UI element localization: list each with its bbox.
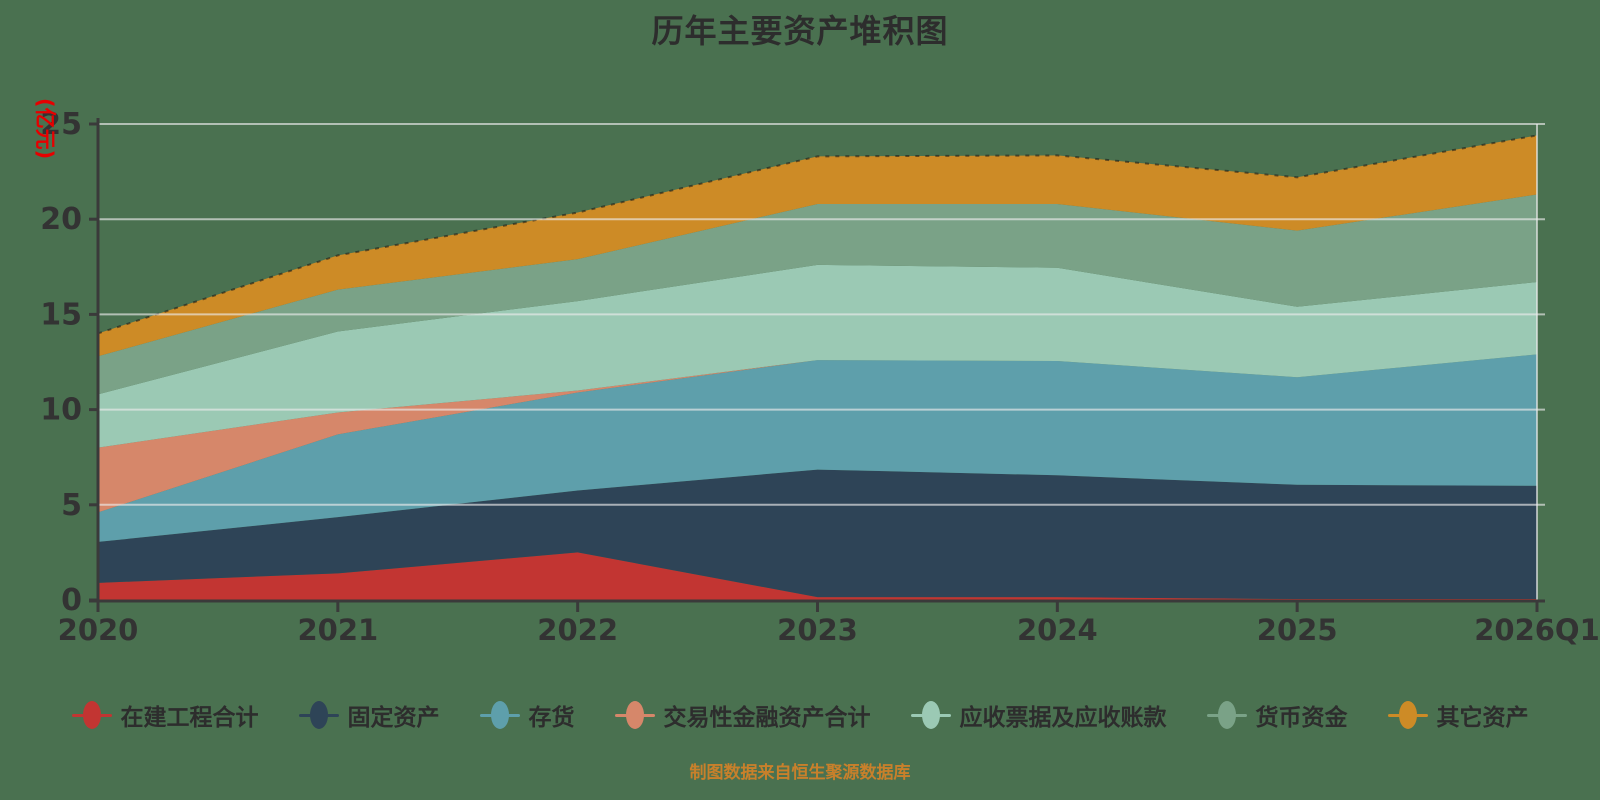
legend-marker-icon-monetary-funds: [1206, 700, 1247, 730]
area-inventory[interactable]: [98, 354, 1537, 542]
total-top-line: [97, 134, 1538, 335]
legend-item-inventory[interactable]: 存货: [479, 698, 575, 732]
legend-dot-trading-financial-assets: [625, 701, 644, 729]
legend-item-other-assets[interactable]: 其它资产: [1387, 698, 1529, 732]
area-construction-in-progress[interactable]: [98, 552, 1537, 600]
legend-item-trading-financial-assets[interactable]: 交易性金融资产合计: [614, 698, 871, 732]
legend-dot-monetary-funds: [1217, 701, 1236, 729]
y-tick-label-20: 20: [40, 202, 82, 237]
legend-dot-construction-in-progress: [82, 701, 101, 729]
legend-item-fixed-assets[interactable]: 固定资产: [298, 698, 440, 732]
x-tick-label-2020: 2020: [58, 613, 139, 647]
legend-dot-inventory: [490, 701, 509, 729]
legend-marker-icon-trading-financial-assets: [614, 700, 655, 730]
legend-item-monetary-funds[interactable]: 货币资金: [1206, 698, 1348, 732]
page-title: 历年主要资产堆积图: [651, 12, 949, 50]
legend-dot-other-assets: [1398, 701, 1417, 729]
legend-label-notes-receivable: 应收票据及应收账款: [959, 705, 1167, 731]
legend-marker-icon-fixed-assets: [298, 700, 339, 730]
y-tick-label-25: 25: [40, 107, 82, 142]
legend-marker-icon-notes-receivable: [910, 700, 951, 730]
legend-label-trading-financial-assets: 交易性金融资产合计: [663, 705, 871, 731]
area-monetary-funds[interactable]: [98, 194, 1537, 395]
legend-dot-fixed-assets: [309, 701, 328, 729]
legend-label-fixed-assets: 固定资产: [347, 705, 440, 731]
data-source-note: 制图数据来自恒生聚源数据库: [689, 763, 911, 783]
legend-label-monetary-funds: 货币资金: [1255, 705, 1348, 731]
legend-dot-notes-receivable: [921, 701, 940, 729]
x-tick-label-2025: 2025: [1257, 613, 1338, 647]
legend: 在建工程合计 固定资产 存货 交易性金融资产合计 应收票据及应收账款 货币资金 其它资产: [0, 698, 1600, 732]
area-fixed-assets[interactable]: [98, 469, 1537, 600]
y-tick-label-0: 0: [61, 583, 82, 618]
y-tick-label-5: 5: [61, 488, 82, 523]
x-tick-label-2022: 2022: [537, 613, 618, 647]
y-tick-label-15: 15: [40, 297, 82, 332]
x-tick-label-2021: 2021: [297, 613, 378, 647]
legend-label-other-assets: 其它资产: [1436, 705, 1529, 731]
y-axis-unit-label: (亿元): [33, 98, 57, 159]
area-notes-receivable[interactable]: [98, 264, 1537, 448]
legend-marker-icon-other-assets: [1387, 700, 1428, 730]
legend-label-inventory: 存货: [528, 705, 575, 731]
legend-label-construction-in-progress: 在建工程合计: [120, 705, 259, 731]
legend-marker-icon-construction-in-progress: [71, 700, 112, 730]
legend-item-construction-in-progress[interactable]: 在建工程合计: [71, 698, 259, 732]
area-other-assets[interactable]: [98, 135, 1537, 357]
x-tick-label-2023: 2023: [777, 613, 858, 647]
y-tick-label-10: 10: [40, 393, 82, 428]
legend-marker-icon-inventory: [479, 700, 520, 730]
x-tick-label-2026Q1: 2026Q1: [1474, 613, 1600, 647]
x-tick-label-2024: 2024: [1017, 613, 1098, 647]
legend-item-notes-receivable[interactable]: 应收票据及应收账款: [910, 698, 1167, 732]
